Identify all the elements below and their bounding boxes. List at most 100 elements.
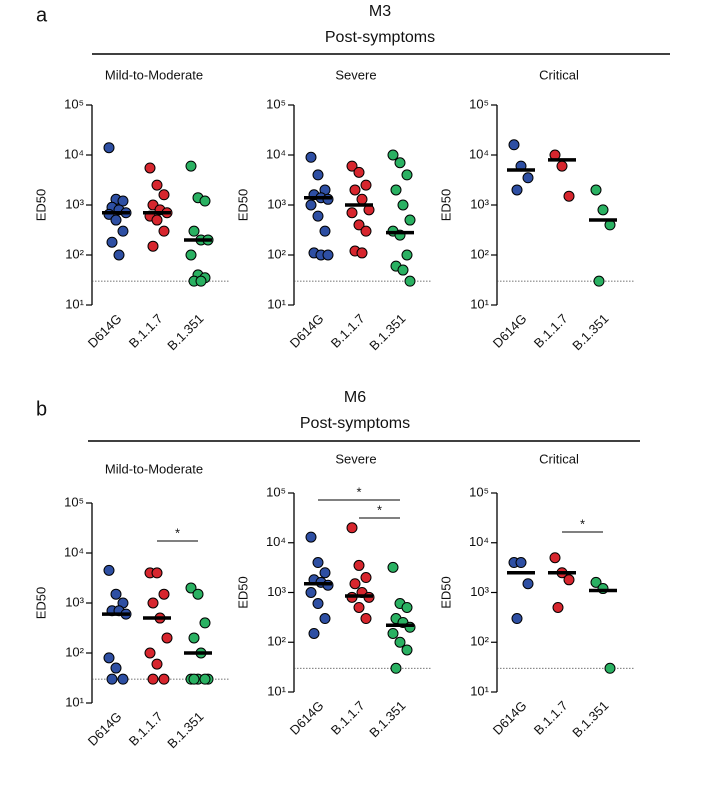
y-tick-label: 10² bbox=[470, 634, 489, 649]
data-point bbox=[144, 162, 156, 174]
data-point bbox=[593, 275, 605, 287]
data-point bbox=[305, 531, 317, 543]
data-point bbox=[360, 572, 372, 584]
data-point bbox=[110, 214, 122, 226]
data-point bbox=[515, 557, 527, 569]
data-point bbox=[319, 225, 331, 237]
data-point bbox=[312, 598, 324, 610]
data-point bbox=[110, 588, 122, 600]
data-point bbox=[390, 184, 402, 196]
y-axis-label: ED50 bbox=[235, 189, 250, 222]
data-point bbox=[308, 627, 320, 639]
y-tick-label: 10⁴ bbox=[469, 146, 489, 161]
data-point bbox=[106, 673, 118, 685]
y-tick-label: 10¹ bbox=[65, 296, 84, 311]
data-point bbox=[401, 249, 413, 261]
y-tick-label: 10¹ bbox=[267, 296, 286, 311]
data-point bbox=[151, 214, 163, 226]
y-tick-label: 10⁴ bbox=[64, 146, 84, 161]
data-point bbox=[360, 179, 372, 191]
y-axis-label: ED50 bbox=[33, 189, 48, 222]
y-tick-label: 10² bbox=[65, 644, 84, 659]
data-point bbox=[563, 190, 575, 202]
y-axis-label: ED50 bbox=[438, 576, 453, 609]
x-tick-label: B.1.1.7 bbox=[126, 311, 166, 351]
y-tick-label: 10⁵ bbox=[64, 96, 84, 111]
data-point bbox=[158, 588, 170, 600]
data-point bbox=[188, 225, 200, 237]
data-point bbox=[346, 207, 358, 219]
significance-label: * bbox=[175, 525, 180, 540]
y-tick-label: 10³ bbox=[267, 196, 286, 211]
data-point bbox=[305, 587, 317, 598]
data-point bbox=[305, 151, 317, 163]
data-point bbox=[556, 160, 568, 172]
data-point bbox=[522, 578, 534, 590]
y-tick-label: 10⁵ bbox=[469, 484, 489, 499]
y-tick-label: 10³ bbox=[470, 584, 489, 599]
data-point bbox=[353, 219, 365, 231]
chart-title: Severe bbox=[335, 451, 376, 466]
x-tick-label: B.1.1.7 bbox=[531, 311, 571, 351]
data-point bbox=[390, 662, 402, 674]
data-point bbox=[522, 172, 534, 184]
y-axis-label: ED50 bbox=[33, 587, 48, 620]
x-tick-label: B.1.1.7 bbox=[126, 709, 166, 749]
data-point bbox=[353, 601, 365, 613]
y-tick-label: 10⁵ bbox=[266, 484, 286, 499]
data-point bbox=[387, 149, 399, 161]
x-tick-label: D614G bbox=[85, 311, 125, 351]
data-point bbox=[349, 184, 361, 196]
data-point bbox=[401, 601, 413, 613]
data-point bbox=[117, 673, 129, 685]
data-point bbox=[117, 195, 129, 207]
data-point bbox=[158, 189, 170, 201]
y-tick-label: 10¹ bbox=[470, 296, 489, 311]
data-point bbox=[147, 597, 159, 609]
data-point bbox=[103, 652, 115, 664]
x-tick-label: B.1.351 bbox=[569, 698, 611, 740]
data-point bbox=[346, 160, 358, 172]
data-point bbox=[158, 673, 170, 685]
x-tick-label: B.1.351 bbox=[366, 311, 408, 353]
y-tick-label: 10⁴ bbox=[266, 534, 286, 549]
y-tick-label: 10⁵ bbox=[64, 494, 84, 509]
x-tick-label: B.1.1.7 bbox=[328, 698, 368, 738]
data-point bbox=[305, 199, 317, 211]
data-point bbox=[151, 658, 163, 670]
data-point bbox=[199, 617, 211, 629]
chart-title: Severe bbox=[335, 67, 376, 82]
x-tick-label: D614G bbox=[490, 311, 530, 351]
y-tick-label: 10⁴ bbox=[469, 534, 489, 549]
data-point bbox=[312, 557, 324, 569]
data-point bbox=[511, 613, 523, 625]
significance-label: * bbox=[580, 516, 585, 531]
y-axis-label: ED50 bbox=[235, 576, 250, 609]
data-point bbox=[117, 225, 129, 237]
chart-title: Critical bbox=[539, 451, 579, 466]
data-point bbox=[401, 169, 413, 181]
data-point bbox=[322, 249, 334, 261]
data-point bbox=[404, 275, 416, 287]
y-tick-label: 10¹ bbox=[267, 683, 286, 698]
data-point bbox=[604, 662, 616, 674]
chart-title: Mild-to-Moderate bbox=[105, 67, 203, 82]
y-tick-label: 10⁵ bbox=[469, 96, 489, 111]
data-point bbox=[597, 204, 609, 216]
data-point bbox=[394, 157, 406, 169]
data-point bbox=[147, 240, 159, 252]
data-point bbox=[185, 582, 197, 594]
data-point bbox=[199, 195, 211, 207]
data-point bbox=[387, 561, 399, 573]
x-tick-label: B.1.351 bbox=[164, 311, 206, 353]
significance-label: * bbox=[377, 502, 382, 517]
data-point bbox=[346, 522, 358, 534]
data-point bbox=[590, 184, 602, 196]
panel-subtitle: Post-symptoms bbox=[300, 415, 410, 432]
data-point bbox=[404, 214, 416, 226]
y-tick-label: 10² bbox=[65, 246, 84, 261]
data-point bbox=[397, 199, 409, 211]
data-point bbox=[508, 139, 520, 151]
x-tick-label: D614G bbox=[287, 311, 327, 351]
